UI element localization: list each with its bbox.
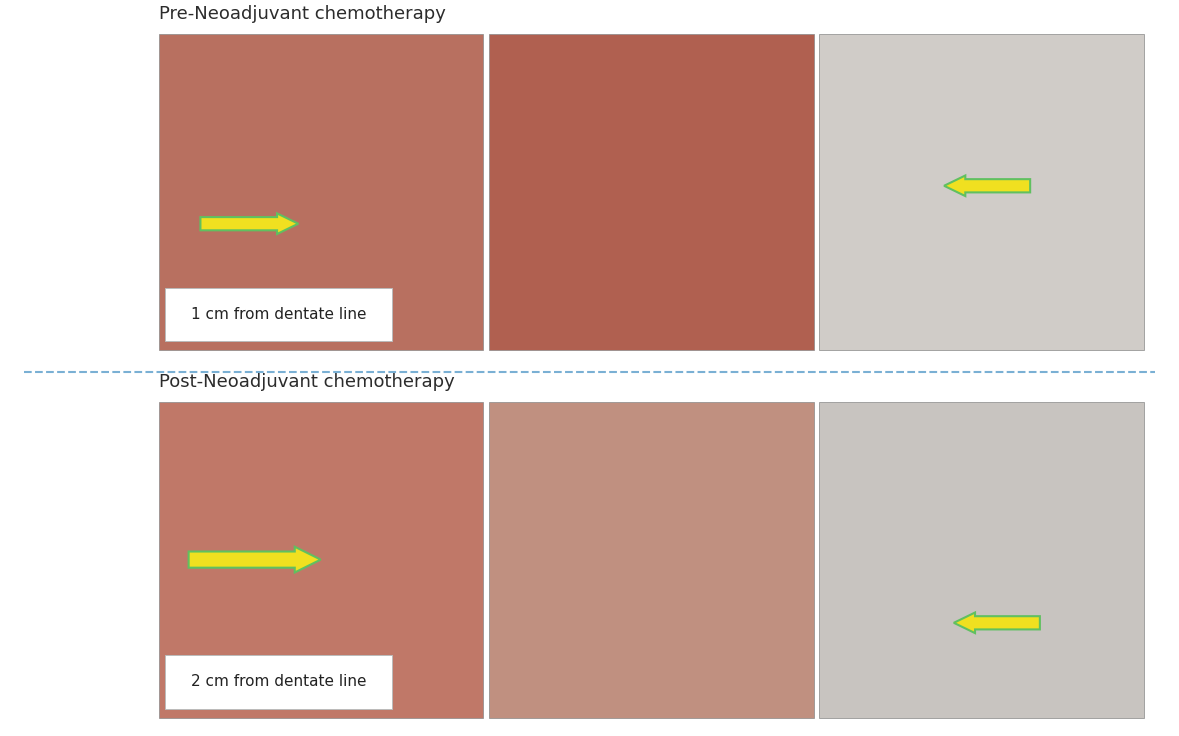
Bar xyxy=(159,34,483,350)
Text: Pre-Neoadjuvant chemotherapy: Pre-Neoadjuvant chemotherapy xyxy=(159,5,446,23)
Text: Post-Neoadjuvant chemotherapy: Post-Neoadjuvant chemotherapy xyxy=(159,372,455,391)
Text: 2 cm from dentate line: 2 cm from dentate line xyxy=(191,674,367,690)
Bar xyxy=(165,655,391,709)
Bar xyxy=(165,288,391,342)
Bar xyxy=(489,34,814,350)
Bar xyxy=(489,402,814,718)
FancyArrow shape xyxy=(200,213,298,234)
Bar xyxy=(819,402,1144,718)
Text: 1 cm from dentate line: 1 cm from dentate line xyxy=(191,307,367,322)
Bar xyxy=(819,34,1144,350)
Bar xyxy=(159,402,483,718)
FancyArrow shape xyxy=(944,175,1030,196)
FancyArrow shape xyxy=(189,547,321,573)
FancyArrow shape xyxy=(954,612,1040,633)
